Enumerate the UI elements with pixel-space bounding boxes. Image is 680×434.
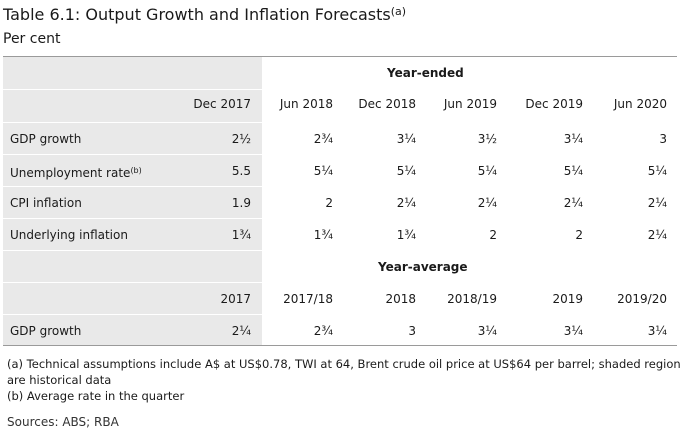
column-header: Jun 2018 [279, 97, 333, 111]
title-text: Table 6.1: Output Growth and Inflation F… [3, 5, 391, 24]
label-column-shade [3, 56, 182, 346]
table-cell: 2¾ [313, 324, 333, 338]
table-cell: 3½ [477, 132, 497, 146]
row-label-gdp-growth: GDP growth [10, 132, 82, 146]
table-cell: 3¼ [563, 132, 583, 146]
forecast-table: Year-ended Dec 2017 Jun 2018 Dec 2018 Ju… [3, 56, 677, 346]
table-cell: 3¼ [477, 324, 497, 338]
footnote-b: (b) Average rate in the quarter [7, 389, 185, 403]
footnote-a-continued: are historical data [7, 373, 112, 387]
table-subtitle: Per cent [3, 31, 61, 47]
column-header: 2018 [385, 292, 416, 306]
row-divider [3, 122, 677, 123]
table-cell: 1¾ [313, 228, 333, 242]
table-cell: 3¼ [647, 324, 667, 338]
column-header: Dec 2017 [193, 97, 251, 111]
table-cell: 5¼ [647, 164, 667, 178]
table-cell: 2 [489, 228, 497, 242]
table-top-border [3, 56, 677, 57]
section-heading-year-average: Year-average [378, 260, 468, 274]
column-header: 2017/18 [283, 292, 333, 306]
row-divider [3, 154, 677, 155]
table-cell: 5¼ [563, 164, 583, 178]
row-label-text: Unemployment rate [10, 166, 131, 180]
table-cell: 2¼ [563, 196, 583, 210]
column-header: Jun 2020 [613, 97, 667, 111]
table-cell: 2¼ [647, 228, 667, 242]
title-note: (a) [390, 5, 407, 18]
sources-line: Sources: ABS; RBA [7, 415, 119, 429]
column-header: Dec 2018 [358, 97, 416, 111]
row-divider [3, 89, 677, 90]
column-header: Dec 2019 [525, 97, 583, 111]
table-cell: 1¾ [231, 228, 251, 242]
table-cell: 5¼ [396, 164, 416, 178]
row-divider [3, 186, 677, 187]
table-cell: 5¼ [477, 164, 497, 178]
table-cell: 1¾ [396, 228, 416, 242]
column-header: 2019 [552, 292, 583, 306]
row-divider [3, 218, 677, 219]
table-cell: 2¼ [477, 196, 497, 210]
row-divider [3, 282, 677, 283]
table-cell: 5¼ [313, 164, 333, 178]
row-divider [3, 314, 677, 315]
column-header: 2019/20 [617, 292, 667, 306]
table-cell: 2¼ [231, 324, 251, 338]
row-label-unemployment-rate: Unemployment rate(b) [10, 164, 142, 180]
table-title: Table 6.1: Output Growth and Inflation F… [3, 2, 406, 25]
row-divider [3, 250, 677, 251]
section-heading-year-ended: Year-ended [387, 66, 464, 80]
table-cell: 3¼ [396, 132, 416, 146]
column-header: 2017 [220, 292, 251, 306]
table-cell: 3 [408, 324, 416, 338]
table-bottom-border [3, 345, 677, 346]
table-cell: 3 [659, 132, 667, 146]
footnote-a: (a) Technical assumptions include A$ at … [7, 357, 680, 371]
table-cell: 2¼ [396, 196, 416, 210]
table-cell: 2¼ [647, 196, 667, 210]
column-header: 2018/19 [447, 292, 497, 306]
table-cell: 5.5 [231, 164, 251, 178]
table-cell: 2 [575, 228, 583, 242]
table-cell: 1.9 [231, 196, 251, 210]
row-label-underlying-inflation: Underlying inflation [10, 228, 128, 242]
column-header: Jun 2019 [443, 97, 497, 111]
row-label-cpi-inflation: CPI inflation [10, 196, 82, 210]
historical-column-shade [182, 56, 262, 346]
table-cell: 2¾ [313, 132, 333, 146]
table-cell: 2½ [231, 132, 251, 146]
row-label-gdp-growth-average: GDP growth [10, 324, 82, 338]
row-label-note: (b) [130, 166, 142, 175]
table-cell: 3¼ [563, 324, 583, 338]
table-cell: 2 [325, 196, 333, 210]
